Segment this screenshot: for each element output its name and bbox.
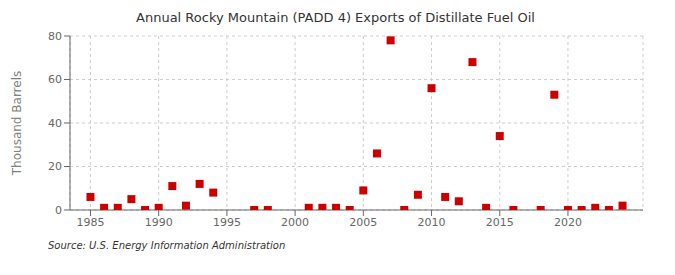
svg-text:20: 20 [48,160,62,173]
svg-text:80: 80 [48,30,62,43]
svg-text:2015: 2015 [486,216,514,229]
svg-text:60: 60 [48,73,62,86]
svg-text:Thousand Barrels: Thousand Barrels [10,71,24,176]
svg-text:2010: 2010 [418,216,446,229]
html-text:Annual Rocky Mountain (PADD 4): Annual Rocky Mountain (PADD 4) Exports o… [136,10,535,25]
svg-text:1995: 1995 [213,216,241,229]
svg-text:0: 0 [55,204,62,217]
svg-text:40: 40 [48,117,62,130]
svg-text:2000: 2000 [281,216,309,229]
svg-text:2020: 2020 [554,216,582,229]
svg-text:2005: 2005 [349,216,377,229]
svg-text:1990: 1990 [145,216,173,229]
html-text:Source: U.S. Energy Informatio: Source: U.S. Energy Information Administ… [48,240,286,251]
svg-text:1985: 1985 [76,216,104,229]
